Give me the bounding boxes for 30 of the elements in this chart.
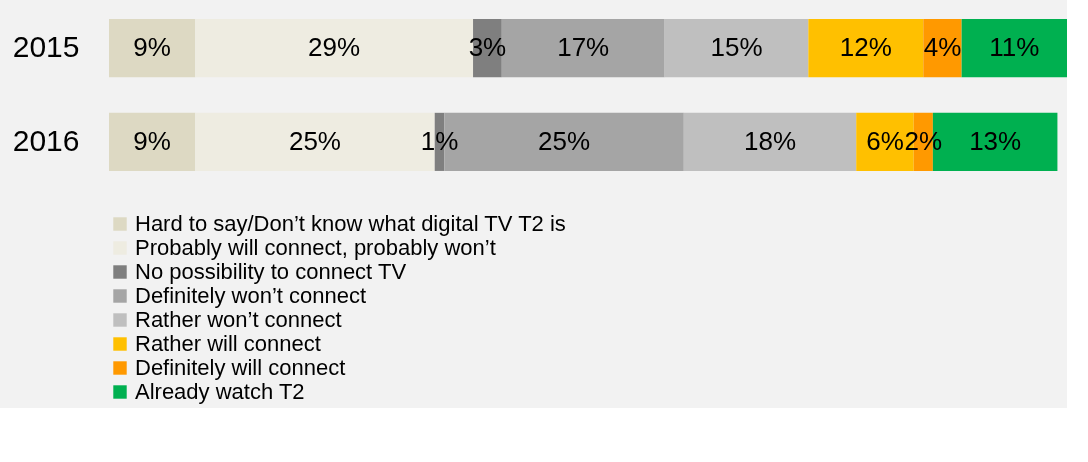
data-label: 25% (288, 125, 341, 156)
legend-label: Already watch T2 (135, 379, 305, 404)
legend-label: Hard to say/Don’t know what digital TV T2 is (135, 211, 566, 236)
bar (683, 112, 857, 171)
legend-label: Definitely won’t connect (135, 283, 367, 308)
y-tick-label: 2015 (12, 30, 80, 64)
data-label: 25% (538, 125, 591, 156)
data-label: 18% (744, 125, 797, 156)
data-label: 1% (420, 125, 459, 156)
data-label: 4% (923, 32, 962, 63)
y-tick-label: 2016 (12, 123, 80, 157)
data-label: 6% (866, 125, 904, 156)
legend-label: Definitely will connect (135, 355, 346, 380)
legend-label: Rather will connect (135, 331, 321, 356)
legend-label: No possibility to connect TV (135, 259, 407, 284)
bar (808, 19, 924, 78)
bar (664, 19, 809, 78)
data-label: 9% (133, 32, 171, 63)
data-label: 29% (308, 32, 361, 63)
legend-label: Probably will connect, probably won’t (135, 235, 496, 260)
bar (961, 19, 1067, 78)
legend-label: Rather won’t connect (135, 307, 342, 332)
data-label: 12% (839, 32, 892, 63)
bar (109, 112, 196, 171)
bar (109, 19, 196, 78)
data-label: 11% (989, 32, 1040, 63)
data-label: 13% (969, 125, 1022, 156)
data-label: 17% (557, 32, 610, 63)
data-label: 15% (710, 32, 763, 63)
data-label: 9% (133, 125, 171, 156)
